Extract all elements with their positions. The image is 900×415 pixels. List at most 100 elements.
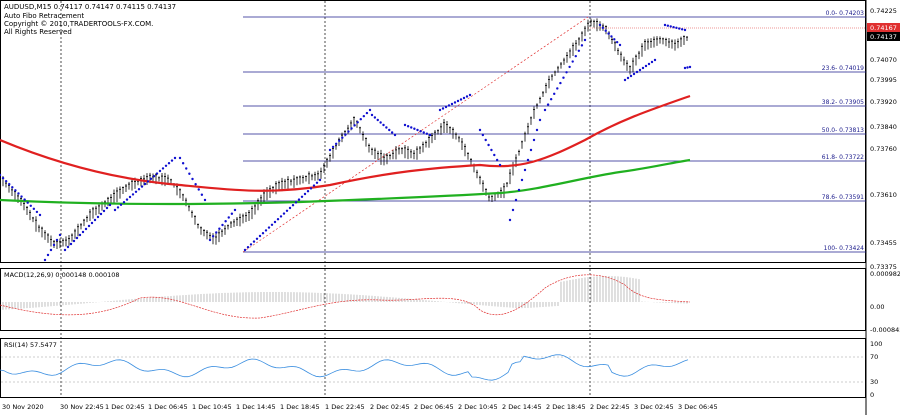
psar-dot — [328, 148, 332, 152]
main-pane-border — [0, 0, 866, 263]
psar-dot — [626, 76, 630, 80]
psar-dot — [468, 93, 472, 97]
psar-dot — [288, 206, 292, 210]
psar-dot — [532, 138, 536, 142]
psar-dot — [610, 35, 613, 38]
psar-dot — [607, 32, 610, 35]
macd-axis: 0.000982 0.00 -0.000845 MACD(12,26,9) 0.… — [4, 270, 900, 334]
psar-dot — [170, 159, 174, 162]
psar-dot — [197, 188, 200, 191]
psar-dot — [276, 218, 280, 221]
fibo-retracement[interactable]: 0.0- 0.74203 23.6- 0.74019 38.2- 0.73905 50… — [242, 10, 866, 253]
macd-histogram — [2, 276, 688, 310]
price-tick: 0.74225 — [870, 7, 897, 15]
psar-dot — [635, 70, 639, 74]
time-label: 1 Dec 02:45 — [105, 403, 145, 411]
psar-dot — [315, 181, 319, 184]
psar-dot — [63, 248, 67, 252]
time-label: 1 Dec 14:45 — [236, 403, 276, 411]
time-label: 2 Dec 22:45 — [590, 403, 630, 411]
psar-dot — [686, 66, 689, 69]
psar-dot — [601, 26, 605, 30]
psar-dot — [675, 26, 678, 30]
psar-dot — [425, 132, 429, 135]
psar-dot — [43, 258, 47, 262]
psar-dot — [517, 188, 521, 192]
psar-dot — [158, 169, 162, 173]
psar-dot — [359, 118, 362, 121]
price-axis: 0.74225 0.74070 0.73995 0.73920 0.73840 … — [867, 7, 900, 271]
psar-dot — [379, 121, 382, 124]
psar-dot — [453, 101, 457, 104]
rsi-pane-border — [0, 338, 866, 398]
psar-dot — [490, 148, 493, 152]
psar-dot — [571, 60, 574, 63]
psar-dot — [341, 136, 344, 139]
psar-dot — [230, 212, 234, 215]
psar-dot — [529, 148, 533, 152]
psar-dot — [672, 25, 675, 29]
psar-dot — [574, 54, 577, 58]
psar-dot — [128, 195, 132, 199]
psar-dot — [252, 240, 256, 243]
psar-dot — [203, 198, 207, 202]
psar-dot — [119, 203, 123, 206]
psar-dot — [273, 220, 277, 224]
rsi-tick: 30 — [870, 378, 878, 386]
price-tick: 0.73375 — [870, 263, 897, 271]
psar-dot — [413, 127, 416, 130]
psar-dot — [422, 131, 425, 134]
psar-dot — [224, 220, 227, 223]
psar-dot — [164, 164, 168, 167]
macd-tick: -0.000845 — [870, 326, 900, 334]
psar-dot — [14, 189, 17, 192]
psar-dot — [81, 230, 85, 234]
psar-dot — [84, 227, 88, 231]
psar-dot — [108, 203, 112, 207]
psar-dot — [191, 177, 194, 181]
indicator-name: Auto Fibo Retracement — [4, 12, 85, 20]
psar-dot — [376, 118, 379, 122]
psar-dot — [279, 215, 283, 218]
psar-dot — [161, 167, 165, 170]
time-label: 2 Dec 02:45 — [370, 403, 410, 411]
psar-dot — [11, 186, 14, 189]
psar-dot — [365, 111, 369, 115]
psar-dot — [113, 208, 117, 212]
psar-dot — [543, 108, 547, 112]
psar-dot — [618, 43, 622, 47]
time-label: 1 Dec 06:45 — [148, 403, 188, 411]
psar-dot — [99, 212, 103, 216]
psar-dot — [362, 114, 366, 118]
time-label: 3 Dec 06:45 — [678, 403, 718, 411]
psar-dot — [185, 167, 188, 170]
time-label: 2 Dec 14:45 — [502, 403, 542, 411]
psar-dot — [58, 233, 62, 237]
fibo-level-label: 23.6- 0.74019 — [822, 65, 864, 72]
psar-dot — [688, 65, 692, 69]
psar-dot — [546, 103, 550, 106]
ma-fast-line — [0, 94, 691, 192]
psar-dot — [173, 156, 177, 160]
time-axis: 30 Nov 2020 30 Nov 22:45 1 Dec 02:45 1 Dec … — [2, 403, 718, 411]
psar-dot — [683, 28, 687, 32]
psar-dot — [562, 76, 565, 79]
psar-dot — [632, 72, 636, 76]
psar-dot — [535, 128, 539, 132]
psar-dot — [155, 172, 159, 175]
psar-dot — [122, 201, 126, 204]
ma-slow-line — [0, 158, 691, 206]
psar-dot — [75, 236, 79, 240]
psar-dot — [105, 206, 109, 210]
psar-dot — [523, 168, 527, 172]
psar-dot — [66, 245, 70, 249]
psar-dot — [331, 145, 335, 149]
psar-dot — [306, 190, 310, 193]
psar-dot — [309, 187, 313, 190]
psar-dot — [312, 184, 316, 187]
psar-dots — [0, 23, 692, 262]
psar-dot — [125, 198, 129, 201]
psar-dot — [368, 108, 372, 112]
psar-dot — [580, 44, 584, 47]
